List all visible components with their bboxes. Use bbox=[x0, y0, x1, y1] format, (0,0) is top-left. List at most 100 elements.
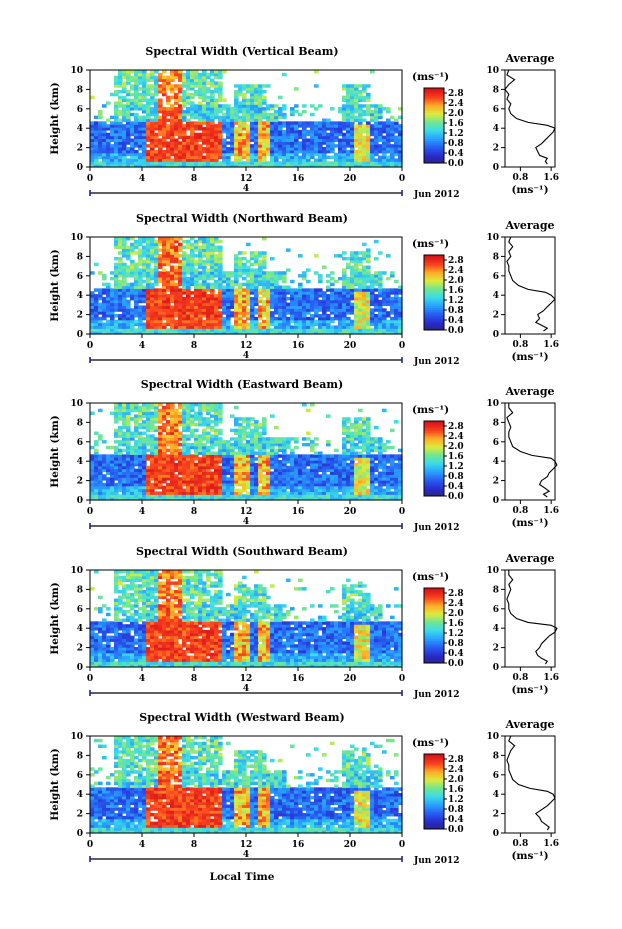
heatmap-cell bbox=[162, 164, 167, 168]
heatmap-cell bbox=[170, 141, 175, 145]
heatmap-cell bbox=[246, 462, 251, 467]
heatmap-cell bbox=[238, 282, 243, 287]
heatmap-cell bbox=[110, 468, 115, 473]
heatmap-cell bbox=[122, 248, 127, 252]
heatmap-cell bbox=[94, 316, 99, 321]
heatmap-cell bbox=[358, 291, 363, 295]
heatmap-cell bbox=[146, 84, 151, 88]
heatmap-cell bbox=[150, 319, 155, 324]
heatmap-cell bbox=[178, 115, 183, 120]
heatmap-cell bbox=[170, 256, 175, 261]
heatmap-cell bbox=[366, 138, 371, 142]
heatmap-cell bbox=[218, 305, 223, 309]
heatmap-cell bbox=[230, 118, 235, 122]
heatmap-cell bbox=[218, 428, 223, 433]
heatmap-cell bbox=[210, 414, 215, 418]
heatmap-cell bbox=[370, 322, 375, 327]
heatmap-cell bbox=[354, 164, 359, 168]
heatmap-cell bbox=[158, 239, 163, 244]
heatmap-cell bbox=[194, 239, 199, 244]
heatmap-cell bbox=[230, 152, 235, 157]
heatmap-cell bbox=[350, 164, 355, 168]
heatmap-cell bbox=[358, 251, 363, 255]
colorbar-tick-label: 2.4 bbox=[448, 99, 464, 109]
heatmap-cell bbox=[250, 251, 255, 255]
heatmap-cell bbox=[166, 431, 171, 435]
heatmap-cell bbox=[262, 141, 267, 145]
heatmap-cell bbox=[218, 331, 223, 335]
heatmap-cell bbox=[366, 144, 371, 148]
heatmap-cell bbox=[242, 291, 247, 295]
heatmap-cell bbox=[170, 282, 175, 287]
heatmap-cell bbox=[102, 322, 107, 327]
heatmap-cell bbox=[178, 274, 183, 278]
heatmap-cell bbox=[178, 164, 183, 168]
heatmap-cell bbox=[118, 75, 123, 80]
heatmap-cell bbox=[166, 118, 171, 122]
heatmap-cell bbox=[370, 161, 375, 165]
heatmap-cell bbox=[290, 316, 295, 321]
heatmap-cell bbox=[222, 440, 227, 444]
heatmap-cell bbox=[234, 161, 239, 165]
heatmap-cell bbox=[182, 135, 187, 140]
heatmap-cell bbox=[394, 328, 399, 332]
heatmap-cell bbox=[94, 325, 99, 329]
heatmap-cell bbox=[314, 254, 319, 258]
heatmap-cell bbox=[358, 328, 363, 332]
heatmap-cell bbox=[138, 408, 143, 413]
heatmap-cell bbox=[98, 331, 103, 335]
heatmap-cell bbox=[198, 115, 203, 120]
heatmap-cell bbox=[130, 457, 135, 461]
heatmap-cell bbox=[94, 485, 99, 490]
heatmap-cell bbox=[226, 494, 231, 498]
heatmap-cell bbox=[138, 437, 143, 441]
heatmap-cell bbox=[170, 237, 175, 241]
heatmap-cell bbox=[202, 265, 207, 269]
heatmap-cell bbox=[126, 322, 131, 327]
heatmap-cell bbox=[254, 328, 259, 332]
heatmap-cell bbox=[398, 127, 403, 131]
heatmap-cell bbox=[390, 311, 395, 315]
heatmap-cell bbox=[218, 256, 223, 261]
heatmap-cell bbox=[346, 109, 351, 114]
heatmap-cell bbox=[206, 471, 211, 475]
heatmap-cell bbox=[154, 311, 159, 315]
heatmap-cell bbox=[214, 104, 219, 108]
heatmap-cell bbox=[182, 95, 187, 100]
heatmap-cell bbox=[190, 259, 195, 264]
average-frame bbox=[504, 236, 556, 335]
heatmap-cell bbox=[134, 431, 139, 435]
heatmap-cell bbox=[146, 299, 151, 304]
heatmap-cell bbox=[346, 89, 351, 94]
heatmap-cell bbox=[318, 129, 323, 134]
colorbar-segment bbox=[424, 322, 444, 325]
heatmap-cell bbox=[266, 144, 271, 148]
heatmap-cell bbox=[242, 138, 247, 142]
heatmap-cell bbox=[198, 245, 203, 250]
heatmap-cell bbox=[186, 84, 191, 88]
heatmap-cell bbox=[118, 460, 123, 464]
heatmap-cell bbox=[154, 494, 159, 498]
heatmap-cell bbox=[206, 149, 211, 154]
heatmap-cell bbox=[118, 331, 123, 335]
heatmap-cell bbox=[214, 311, 219, 315]
heatmap-cell bbox=[190, 434, 195, 438]
heatmap-cell bbox=[242, 428, 247, 433]
heatmap-cell bbox=[122, 405, 127, 410]
heatmap-cell bbox=[162, 89, 167, 94]
heatmap-cell bbox=[346, 101, 351, 105]
heatmap-cell bbox=[114, 75, 119, 80]
x-tick-label: 4 bbox=[139, 174, 145, 184]
heatmap-cell bbox=[266, 322, 271, 327]
heatmap-cell bbox=[158, 248, 163, 252]
heatmap-cell bbox=[254, 259, 259, 264]
heatmap-cell bbox=[138, 417, 143, 421]
heatmap-cell bbox=[114, 488, 119, 493]
heatmap-cell bbox=[322, 308, 327, 312]
heatmap-cell bbox=[346, 265, 351, 269]
heatmap-cell bbox=[138, 259, 143, 264]
heatmap-cell bbox=[326, 279, 331, 284]
heatmap-cell bbox=[342, 296, 347, 301]
heatmap-cell bbox=[206, 259, 211, 264]
heatmap-cell bbox=[354, 115, 359, 120]
